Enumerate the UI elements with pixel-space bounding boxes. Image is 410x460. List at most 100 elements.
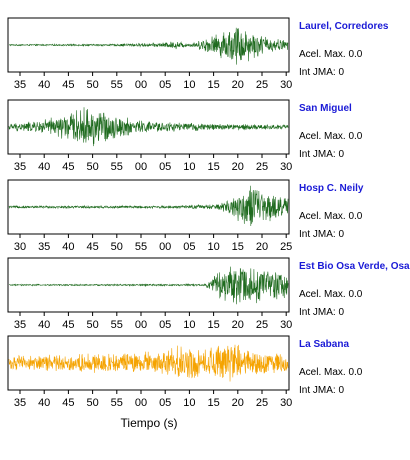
waveform-4 bbox=[8, 344, 289, 382]
tick-label: 35 bbox=[14, 161, 26, 173]
waveform-3 bbox=[8, 266, 289, 305]
max-acceleration: Acel. Max. 0.0 bbox=[299, 289, 362, 300]
max-acceleration-value: 0.0 bbox=[345, 49, 363, 60]
jma-intensity: Int JMA: 0 bbox=[299, 67, 344, 78]
waveform-1 bbox=[8, 107, 289, 147]
station-name: Est Bio Osa Verde, Osa bbox=[299, 261, 410, 272]
tick-label: 25 bbox=[256, 161, 268, 173]
tick-label: 10 bbox=[183, 79, 195, 91]
tick-label: 20 bbox=[232, 161, 244, 173]
max-acceleration-value: 0.0 bbox=[345, 211, 363, 222]
tick-label: 25 bbox=[256, 319, 268, 331]
station-info: La Sabana Acel. Max. 0.0 Int JMA: 0 bbox=[299, 339, 410, 396]
max-acceleration: Acel. Max. 0.0 bbox=[299, 131, 362, 142]
tick-label: 50 bbox=[86, 397, 98, 409]
max-acceleration-value: 0.0 bbox=[345, 367, 363, 378]
tick-label: 00 bbox=[135, 397, 147, 409]
tick-label: 40 bbox=[38, 79, 50, 91]
station-info: Hosp C. Neily Acel. Max. 0.0 Int JMA: 0 bbox=[299, 183, 410, 240]
jma-intensity-label: Int JMA: bbox=[299, 229, 336, 240]
station-name: La Sabana bbox=[299, 339, 350, 350]
tick-label: 50 bbox=[111, 241, 123, 253]
tick-label: 00 bbox=[135, 79, 147, 91]
waveform-2 bbox=[8, 185, 289, 226]
max-acceleration-value: 0.0 bbox=[345, 289, 363, 300]
tick-label: 35 bbox=[14, 79, 26, 91]
tick-label: 50 bbox=[86, 319, 98, 331]
max-acceleration-value: 0.0 bbox=[345, 131, 363, 142]
tick-label: 10 bbox=[183, 161, 195, 173]
tick-label: 55 bbox=[135, 241, 147, 253]
waveform-0 bbox=[8, 27, 289, 65]
jma-intensity: Int JMA: 0 bbox=[299, 307, 344, 318]
tick-label: 30 bbox=[14, 241, 26, 253]
tick-label: 15 bbox=[207, 161, 219, 173]
jma-intensity-value: 0 bbox=[335, 149, 345, 160]
tick-label: 50 bbox=[86, 79, 98, 91]
jma-intensity: Int JMA: 0 bbox=[299, 149, 344, 160]
jma-intensity-label: Int JMA: bbox=[299, 149, 336, 160]
tick-label: 10 bbox=[207, 241, 219, 253]
tick-label: 55 bbox=[111, 161, 123, 173]
station-info: Laurel, Corredores Acel. Max. 0.0 Int JMA:… bbox=[299, 21, 410, 78]
jma-intensity-value: 0 bbox=[335, 385, 345, 396]
tick-label: 30 bbox=[280, 161, 292, 173]
tick-label: 45 bbox=[62, 397, 74, 409]
tick-label: 15 bbox=[207, 79, 219, 91]
tick-label: 45 bbox=[86, 241, 98, 253]
max-acceleration: Acel. Max. 0.0 bbox=[299, 49, 362, 60]
max-acceleration-label: Acel. Max. bbox=[299, 289, 346, 300]
panels-group: 35 40 45 50 55 00 05 10 15 20 25 30 35 40 45 50 55 00 05 10… bbox=[7, 17, 292, 409]
tick-label: 50 bbox=[86, 161, 98, 173]
tick-label: 05 bbox=[159, 397, 171, 409]
jma-intensity-value: 0 bbox=[335, 67, 345, 78]
max-acceleration-label: Acel. Max. bbox=[299, 49, 346, 60]
jma-intensity-label: Int JMA: bbox=[299, 307, 336, 318]
tick-label: 20 bbox=[232, 79, 244, 91]
tick-label: 15 bbox=[207, 397, 219, 409]
tick-label: 10 bbox=[183, 319, 195, 331]
tick-label: 30 bbox=[280, 319, 292, 331]
tick-label: 00 bbox=[135, 161, 147, 173]
station-info: Est Bio Osa Verde, Osa Acel. Max. 0.0 Int … bbox=[299, 261, 410, 318]
tick-label: 05 bbox=[159, 161, 171, 173]
tick-label: 25 bbox=[280, 241, 292, 253]
tick-label: 00 bbox=[135, 319, 147, 331]
station-name: Laurel, Corredores bbox=[299, 21, 389, 32]
tick-label: 45 bbox=[62, 319, 74, 331]
x-axis-label: Tiempo (s) bbox=[121, 416, 178, 430]
max-acceleration: Acel. Max. 0.0 bbox=[299, 211, 362, 222]
tick-label: 30 bbox=[280, 397, 292, 409]
tick-label: 55 bbox=[111, 79, 123, 91]
tick-label: 45 bbox=[62, 79, 74, 91]
jma-intensity: Int JMA: 0 bbox=[299, 229, 344, 240]
tick-label: 05 bbox=[159, 79, 171, 91]
max-acceleration-label: Acel. Max. bbox=[299, 211, 346, 222]
max-acceleration: Acel. Max. 0.0 bbox=[299, 367, 362, 378]
max-acceleration-label: Acel. Max. bbox=[299, 367, 346, 378]
tick-label: 15 bbox=[232, 241, 244, 253]
tick-label: 05 bbox=[183, 241, 195, 253]
tick-label: 25 bbox=[256, 397, 268, 409]
tick-label: 10 bbox=[183, 397, 195, 409]
station-info: San Miguel Acel. Max. 0.0 Int JMA: 0 bbox=[299, 103, 410, 160]
tick-label: 40 bbox=[38, 397, 50, 409]
max-acceleration-label: Acel. Max. bbox=[299, 131, 346, 142]
jma-intensity: Int JMA: 0 bbox=[299, 385, 344, 396]
tick-label: 05 bbox=[159, 319, 171, 331]
tick-label: 40 bbox=[38, 319, 50, 331]
tick-label: 55 bbox=[111, 397, 123, 409]
tick-label: 30 bbox=[280, 79, 292, 91]
tick-label: 20 bbox=[256, 241, 268, 253]
station-name: Hosp C. Neily bbox=[299, 183, 364, 194]
tick-label: 45 bbox=[62, 161, 74, 173]
tick-label: 20 bbox=[232, 319, 244, 331]
tick-label: 35 bbox=[14, 319, 26, 331]
jma-intensity-value: 0 bbox=[335, 229, 345, 240]
tick-label: 15 bbox=[207, 319, 219, 331]
tick-label: 00 bbox=[159, 241, 171, 253]
jma-intensity-label: Int JMA: bbox=[299, 67, 336, 78]
tick-label: 40 bbox=[38, 161, 50, 173]
tick-label: 20 bbox=[232, 397, 244, 409]
